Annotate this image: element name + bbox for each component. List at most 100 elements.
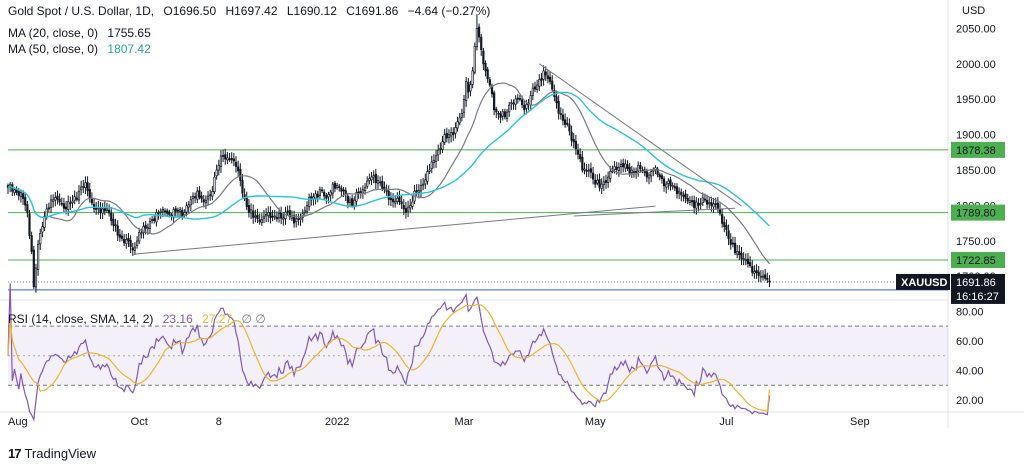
candle-body-269 <box>585 169 588 172</box>
candle-body-221 <box>482 50 485 65</box>
candle-body-59 <box>133 246 137 251</box>
candle-body-14 <box>37 243 40 270</box>
candle-body-195 <box>426 171 429 182</box>
candle-body-156 <box>342 189 345 192</box>
candle-body-120 <box>265 213 268 217</box>
symbol-title[interactable]: Gold Spot / U.S. Dollar, 1D, <box>8 4 155 18</box>
candle-body-145 <box>318 189 322 196</box>
candle-body-230 <box>501 111 504 117</box>
candle-body-149 <box>327 194 330 198</box>
price-badge-bg-0 <box>951 141 1005 158</box>
candle-body-19 <box>47 207 50 210</box>
candle-body-217 <box>473 46 476 73</box>
tradingview-logo: 17 TradingView <box>8 446 96 461</box>
candle-body-231 <box>503 111 506 118</box>
candle-body-165 <box>361 189 365 194</box>
candle-body-224 <box>488 79 491 86</box>
ma50-legend[interactable]: MA (50, close, 0) 1807.42 <box>8 42 157 56</box>
candle-body-78 <box>174 208 177 212</box>
rsi-tick-0: 80.00 <box>956 306 984 318</box>
candle-body-262 <box>570 131 573 141</box>
candle-body-233 <box>508 104 511 113</box>
candle-body-180 <box>394 200 397 204</box>
candle-body-122 <box>269 212 272 218</box>
candle-body-353 <box>766 278 769 280</box>
price-tick-1: 2000.00 <box>956 59 996 71</box>
candle-body-169 <box>370 176 373 181</box>
candle-body-265 <box>576 149 580 155</box>
candle-body-223 <box>486 69 489 80</box>
rsi-legend[interactable]: RSI (14, close, SMA, 14, 2) 23.16 27.27 … <box>8 312 272 326</box>
candle-body-139 <box>305 205 309 213</box>
price-badge-bg-2 <box>951 252 1005 269</box>
ma20-legend[interactable]: MA (20, close, 0) 1755.65 <box>8 26 157 40</box>
candle-body-166 <box>363 187 367 191</box>
candle-body-197 <box>430 161 433 169</box>
candle-body-172 <box>376 180 380 184</box>
candle-body-171 <box>374 173 377 184</box>
candle-body-330 <box>716 202 719 210</box>
candle-body-18 <box>45 208 48 218</box>
candle-body-74 <box>166 210 169 214</box>
x-tick-3: 2022 <box>325 416 349 428</box>
candle-body-212 <box>462 99 466 113</box>
candle-body-123 <box>271 215 274 218</box>
candle-body-16 <box>41 226 44 233</box>
candle-body-288 <box>626 164 629 169</box>
candle-body-346 <box>751 266 754 273</box>
candle-body-313 <box>680 192 683 196</box>
rsi-extra: ∅ ∅ <box>241 312 266 326</box>
candle-body-82 <box>183 212 186 216</box>
rsi-line <box>7 283 771 422</box>
candle-body-243 <box>529 95 532 106</box>
candle-body-100 <box>222 155 225 157</box>
candle-body-251 <box>546 75 550 79</box>
candle-body-253 <box>551 80 554 90</box>
candle-body-94 <box>209 194 212 197</box>
candle-body-147 <box>323 191 326 197</box>
candle-body-326 <box>708 202 711 205</box>
candle-body-334 <box>725 225 728 231</box>
candle-body-341 <box>740 252 743 259</box>
candle-body-205 <box>447 134 451 139</box>
candle-body-88 <box>196 190 199 200</box>
candle-body-191 <box>417 190 420 193</box>
candle-body-338 <box>733 242 737 254</box>
candle-body-106 <box>234 161 238 167</box>
candle-body-177 <box>387 190 390 200</box>
candle-body-102 <box>226 157 229 161</box>
candle-body-247 <box>538 79 541 87</box>
ma20-line <box>7 82 770 265</box>
candle-body-309 <box>671 185 674 188</box>
rsi-tick-3: 20.00 <box>956 395 984 407</box>
x-tick-1: Oct <box>131 416 148 428</box>
candle-body-66 <box>148 221 152 229</box>
candle-body-98 <box>217 164 220 171</box>
candle-body-293 <box>637 164 640 172</box>
candle-body-350 <box>759 275 762 278</box>
candle-body-319 <box>693 200 696 208</box>
low-value: L1690.12 <box>286 4 337 18</box>
candle-body-135 <box>297 217 300 220</box>
candle-body-200 <box>437 150 440 156</box>
candle-body-294 <box>639 165 642 169</box>
candle-body-63 <box>142 226 145 233</box>
price-badge-text-2: 1722.85 <box>956 255 996 267</box>
bar-countdown-text: 16:16:27 <box>956 291 999 303</box>
candle-body-342 <box>742 258 745 260</box>
candle-body-291 <box>632 171 636 173</box>
candle-body-235 <box>512 102 515 105</box>
candle-body-351 <box>761 275 765 278</box>
price-tick-4: 1850.00 <box>956 165 996 177</box>
candle-body-83 <box>185 205 188 213</box>
candle-body-35 <box>82 185 85 188</box>
candle-body-303 <box>658 174 661 178</box>
candle-body-138 <box>303 210 306 213</box>
symbol-badge-bg <box>896 273 950 290</box>
tradingview-mark-icon: 17 <box>8 446 22 461</box>
x-tick-6: Jul <box>719 416 733 428</box>
candle-body-186 <box>406 206 410 212</box>
candle-body-21 <box>52 199 55 202</box>
candle-body-12 <box>32 249 35 288</box>
